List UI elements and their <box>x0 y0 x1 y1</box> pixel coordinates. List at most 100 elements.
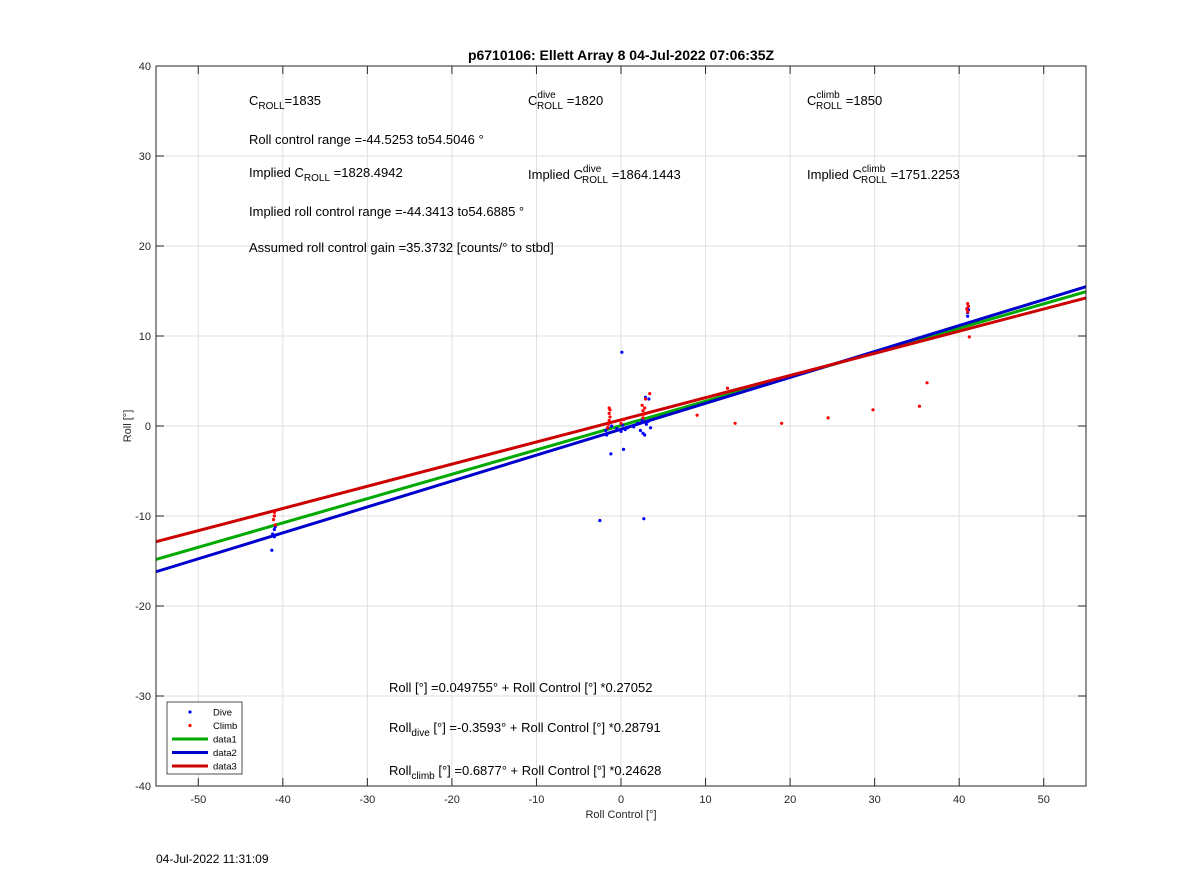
point-dive <box>632 425 636 429</box>
point-climb <box>967 335 971 339</box>
point-climb <box>621 418 626 422</box>
point-dive <box>643 433 647 437</box>
point-climb <box>642 412 646 416</box>
legend-items: Dive Climb data1 data2 data3 <box>172 708 237 773</box>
point-climb <box>272 510 276 514</box>
point-climb <box>643 406 647 410</box>
point-climb <box>826 416 830 420</box>
point-climb <box>619 421 623 425</box>
y-tick-label: -40 <box>135 781 151 793</box>
point-climb <box>271 518 276 522</box>
x-tick-label: 50 <box>1038 794 1050 806</box>
point-climb <box>607 411 611 415</box>
annotation-c-roll: CROLL=1835 <box>249 93 321 112</box>
legend-label: Dive <box>213 708 232 719</box>
equation-all: Roll [°] =0.049755° + Roll Control [°] *… <box>389 680 652 695</box>
point-dive <box>966 314 970 318</box>
equation-climb: Rollclimb [°] =0.6877° + Roll Control [°… <box>389 763 661 782</box>
legend-label: Climb <box>213 721 237 732</box>
point-dive <box>598 518 602 523</box>
point-dive <box>610 424 614 428</box>
data-points <box>270 302 971 552</box>
legend-label: data3 <box>213 762 237 773</box>
y-tick-label: -10 <box>135 511 151 523</box>
x-tick-label: 40 <box>953 794 965 806</box>
x-tick-label: 10 <box>699 794 711 806</box>
y-tick-label: 10 <box>139 331 151 343</box>
x-tick-label: 0 <box>618 794 624 806</box>
point-climb <box>966 302 970 306</box>
point-dive <box>272 527 276 532</box>
annotation-c-dive: Cdive ROLL =1820 <box>528 90 603 112</box>
point-dive <box>648 426 653 430</box>
regression-lines <box>155 285 1087 574</box>
y-tick-label: -30 <box>135 691 151 703</box>
annotation-gain: Assumed roll control gain =35.3732 [coun… <box>249 240 554 255</box>
y-tick-label: 20 <box>139 241 151 253</box>
point-climb <box>780 421 784 425</box>
x-tick-label: -30 <box>359 794 375 806</box>
y-axis-label: Roll [°] <box>122 410 134 443</box>
point-climb <box>641 416 645 420</box>
point-dive <box>642 517 646 521</box>
point-dive <box>644 422 648 426</box>
annotation-implied-c-roll: Implied CROLL =1828.4942 <box>249 165 403 184</box>
point-dive <box>619 429 623 433</box>
series-line-data1 <box>155 290 1087 561</box>
point-climb <box>965 307 969 311</box>
point-dive <box>646 419 650 424</box>
point-dive <box>615 427 619 431</box>
point-climb <box>925 381 929 385</box>
point-climb <box>648 392 652 396</box>
x-tick-label: -10 <box>529 794 545 806</box>
x-tick-label: 30 <box>869 794 881 806</box>
point-climb <box>640 403 644 407</box>
point-climb <box>273 523 277 527</box>
annotation-implied-c-climb: Implied Cclimb ROLL =1751.2253 <box>807 164 960 186</box>
point-dive <box>647 397 651 401</box>
point-dive <box>626 426 630 430</box>
point-climb <box>607 419 611 423</box>
point-climb <box>608 415 612 419</box>
x-tick-label: 20 <box>784 794 796 806</box>
point-climb <box>641 409 645 413</box>
annotation-roll-range: Roll control range =-44.5253 to54.5046 ° <box>249 132 484 147</box>
x-tick-label: -40 <box>275 794 291 806</box>
point-climb <box>966 310 970 314</box>
point-climb <box>606 422 610 426</box>
series-line-data2 <box>155 285 1087 574</box>
y-tick-label: -20 <box>135 601 151 613</box>
point-climb <box>917 404 922 408</box>
legend-marker-dive <box>188 710 192 714</box>
y-tick-label: 40 <box>139 61 151 73</box>
point-climb <box>643 397 648 401</box>
footer-timestamp: 04-Jul-2022 11:31:09 <box>156 852 269 866</box>
point-dive <box>605 433 609 437</box>
annotation-implied-range: Implied roll control range =-44.3413 to5… <box>249 204 524 219</box>
annotation-implied-c-dive: Implied Cdive ROLL =1864.1443 <box>528 164 681 186</box>
point-climb <box>871 408 875 412</box>
point-dive <box>272 535 276 539</box>
point-dive <box>640 419 644 423</box>
chart-title: p6710106: Ellett Array 8 04-Jul-2022 07:… <box>468 47 775 63</box>
x-tick-label: -50 <box>190 794 206 806</box>
legend-label: data1 <box>213 735 237 746</box>
point-dive <box>636 421 640 425</box>
axis-ticks: -50 -40 -30 -20 -10 0 10 20 30 40 50 -40 -30 -20 -10 0 1… <box>135 61 1086 806</box>
point-dive <box>638 428 643 433</box>
legend: Dive Climb data1 data2 data3 <box>166 701 243 775</box>
series-line-data3 <box>155 296 1087 544</box>
y-tick-label: 0 <box>145 421 151 433</box>
x-tick-label: -20 <box>444 794 460 806</box>
point-climb <box>605 426 610 430</box>
point-climb <box>607 406 611 410</box>
point-dive <box>271 532 275 536</box>
point-dive <box>620 350 624 354</box>
point-dive <box>604 428 608 433</box>
legend-marker-climb <box>188 723 192 728</box>
point-dive <box>270 548 274 552</box>
equation-dive: Rolldive [°] =-0.3593° + Roll Control [°… <box>389 720 661 739</box>
point-dive <box>623 428 627 432</box>
y-tick-label: 30 <box>139 151 151 163</box>
point-climb <box>966 304 971 308</box>
